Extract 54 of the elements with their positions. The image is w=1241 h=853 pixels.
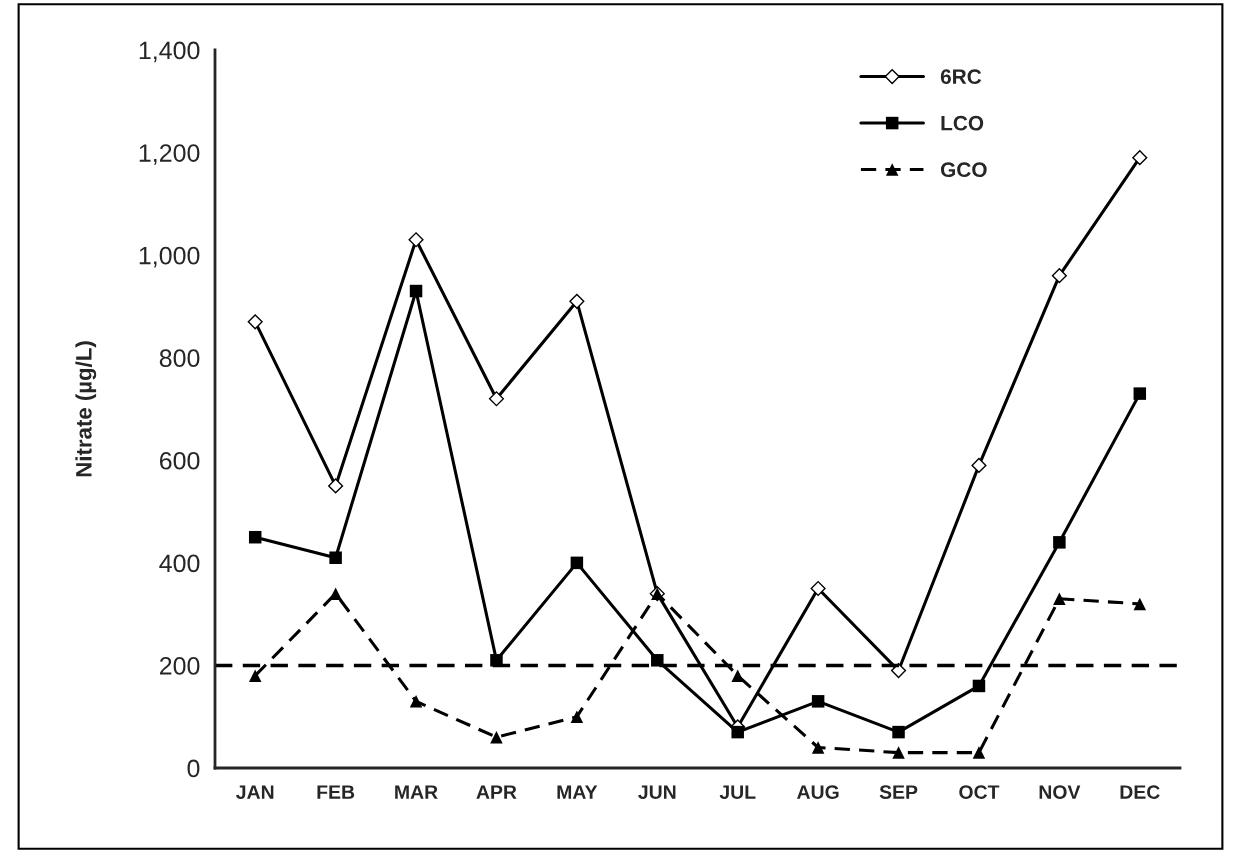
point [328,478,344,494]
point [811,741,825,754]
x-tick-label: JAN [236,785,274,799]
point [972,746,986,759]
point [810,580,826,597]
legend-label: 6RC [940,69,982,85]
point [1053,536,1066,549]
point [731,669,744,682]
x-tick-label: DEC [1120,785,1160,799]
x-tick-label: AUG [797,785,839,799]
point [1133,597,1147,611]
y-tick-label: 1,400 [139,41,200,63]
x-tick-label: OCT [959,785,1000,799]
legend-label: GCO [940,162,987,178]
point [248,530,262,544]
x-tick-label: APR [476,785,517,799]
point [731,725,744,739]
point [569,293,585,309]
point [1053,592,1066,606]
legend-label: LCO [941,115,984,131]
point [1132,150,1148,166]
point [892,725,905,739]
x-tick-label: JUN [638,785,676,799]
point [1133,387,1147,400]
y-tick-label: 600 [159,451,200,470]
point [972,679,986,693]
y-tick-label: 1,200 [139,144,200,165]
point [971,457,987,473]
y-tick-label: 200 [159,657,200,675]
y-axis-title: Nitrate (µg/L) [75,341,97,477]
point [247,314,263,330]
y-tick-label: 800 [159,349,200,368]
point [570,710,584,723]
point [248,669,262,682]
x-tick-label: MAR [395,785,438,799]
point [329,551,342,564]
point [408,232,424,248]
x-tick-label: SEP [879,785,918,799]
point [409,695,423,708]
point [651,654,664,667]
point [409,284,423,298]
point [488,391,505,407]
point [490,730,503,744]
x-tick-label: FEB [317,785,355,799]
y-tick-label: 0 [187,759,200,778]
x-tick-label: JUL [719,785,756,799]
point [1051,268,1067,284]
x-tick-label: MAY [557,785,598,799]
x-tick-label: NOV [1039,785,1081,799]
point [570,556,584,570]
point [811,695,825,708]
point [892,746,905,759]
y-tick-label: 1,000 [139,246,200,268]
y-tick-label: 400 [159,554,200,573]
